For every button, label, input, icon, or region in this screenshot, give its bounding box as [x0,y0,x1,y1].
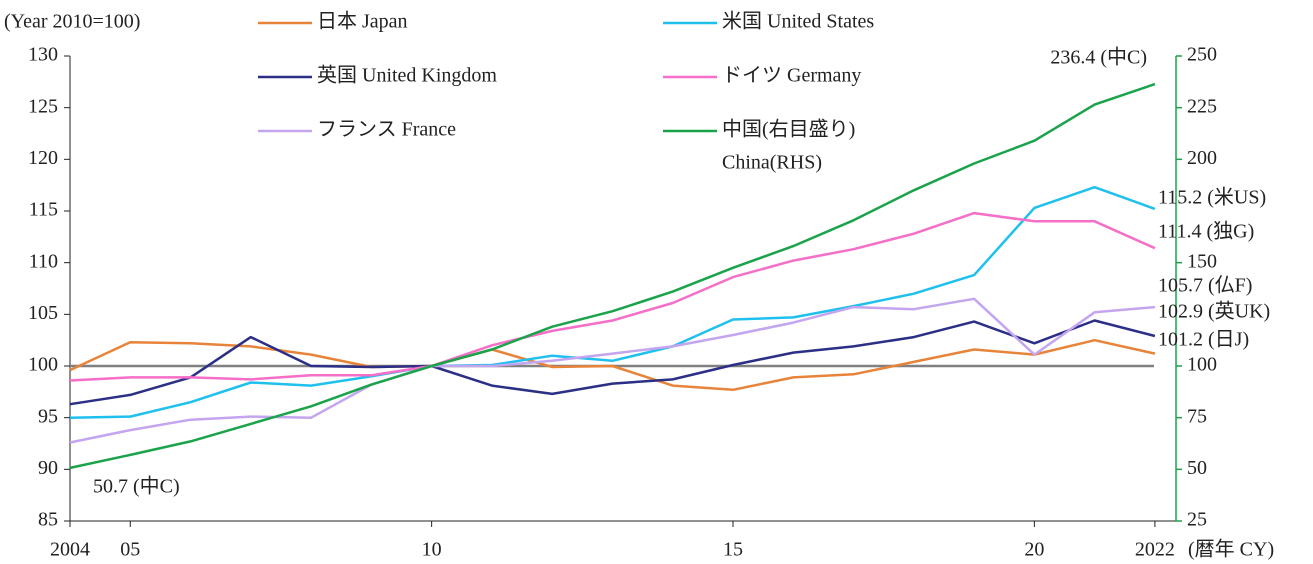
value-label: 105.7 (仏F) [1158,275,1252,297]
y-tick-label: 110 [29,250,58,272]
y-tick-label: 115 [29,199,58,221]
y-tick-label: 125 [28,95,58,117]
y2-tick-label: 200 [1187,147,1217,169]
series-line [69,297,1156,444]
y2-tick-label: 100 [1187,354,1217,376]
y2-tick-label: 150 [1187,250,1217,272]
y2-tick-label: 50 [1187,457,1207,479]
y-tick-label: 100 [28,354,58,376]
x-tick-label: 05 [120,539,140,561]
y-tick-label: 130 [28,44,58,66]
legend-label: China(RHS) [722,152,822,174]
legend-label: ドイツ Germany [722,65,861,87]
legend-label: 日本 Japan [317,10,408,33]
legend-label: 中国(右目盛り) [722,118,855,141]
value-label: 102.9 (英UK) [1158,300,1270,323]
x-tick-label: 2004 [50,539,90,561]
y-tick-label: 120 [28,147,58,169]
y-tick-label: 95 [38,405,58,427]
series-line [69,82,1156,470]
y2-tick-label: 250 [1187,44,1217,66]
y2-tick-label: 75 [1187,405,1207,427]
x-tick-label: 20 [1024,539,1044,561]
x-axis-label: (暦年 CY) [1188,538,1274,561]
series-line [69,185,1156,419]
value-label: 111.4 (独G) [1158,220,1254,243]
value-label: 236.4 (中C) [1050,46,1147,69]
value-label: 101.2 (日J) [1158,329,1249,351]
y2-tick-label: 225 [1187,95,1217,117]
y-tick-label: 90 [38,457,58,479]
x-tick-label: 10 [422,539,442,561]
x-tick-label: 15 [723,539,743,561]
value-label: 115.2 (米US) [1158,186,1266,209]
legend-label: 米国 United States [722,10,874,33]
y-tick-label: 85 [38,509,58,531]
series-line [69,211,1156,382]
value-label: 50.7 (中C) [93,475,180,498]
x-tick-label: 2022 [1135,539,1175,561]
series-line [69,319,1156,406]
legend-label: フランス France [317,119,456,141]
legend-label: 英国 United Kingdom [317,64,497,87]
series-line [69,338,1156,392]
y-tick-label: 105 [28,302,58,324]
y2-tick-label: 25 [1187,509,1207,531]
y-axis-label: (Year 2010=100) [4,11,140,33]
